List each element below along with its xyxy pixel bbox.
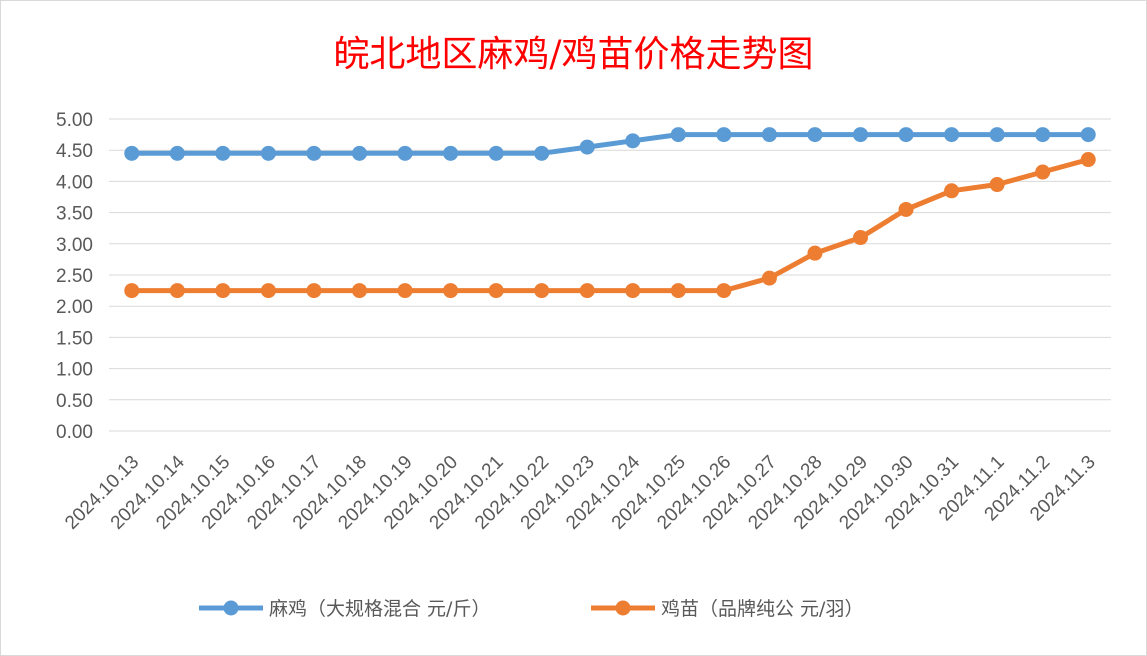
y-tick-label: 2.50 [56,266,93,287]
legend: 麻鸡（大规格混合 元/斤） 鸡苗（品牌纯公 元/羽） [199,598,863,620]
legend-item: 鸡苗（品牌纯公 元/羽） [591,598,863,620]
legend-marker [615,600,631,616]
data-point [761,270,777,286]
series-layer [124,127,1096,299]
data-point [625,133,641,149]
data-point [898,127,914,143]
legend-label: 鸡苗（品牌纯公 元/羽） [661,598,863,620]
series-2 [124,152,1096,299]
data-point [488,145,504,161]
data-point [807,127,823,143]
data-point [716,283,732,299]
data-point [352,283,367,299]
data-point [124,283,140,299]
data-point [215,145,231,161]
y-tick-label: 2.00 [56,297,93,318]
data-point [169,283,185,299]
y-tick-label: 1.50 [56,328,93,349]
data-point [534,145,550,161]
y-tick-label: 4.50 [56,141,93,162]
data-point [625,283,641,299]
data-point [124,145,140,161]
data-point [670,127,686,143]
legend-label: 麻鸡（大规格混合 元/斤） [269,598,490,620]
data-point [443,145,459,161]
data-point [853,230,868,246]
series-line [131,132,1089,156]
data-point [853,127,868,143]
y-tick-label: 4.00 [56,172,93,193]
y-tick-label: 0.00 [56,422,93,443]
data-point [488,283,504,299]
data-point [397,283,413,299]
data-point [944,183,960,199]
legend-item: 麻鸡（大规格混合 元/斤） [199,598,490,620]
y-axis-ticks: 0.00 0.50 1.00 1.50 2.00 2.50 3.00 3.50 4.00 4.50… [56,110,93,443]
legend-marker [223,600,239,616]
data-point [1080,127,1096,143]
data-point [215,283,231,299]
data-point [306,283,322,299]
data-point [807,245,823,261]
y-tick-label: 3.00 [56,235,93,256]
data-point [898,201,914,217]
data-point [397,145,413,161]
data-point [352,145,367,161]
y-tick-label: 5.00 [56,110,93,131]
y-tick-label: 0.50 [56,391,93,412]
y-tick-label: 1.00 [56,360,93,381]
data-point [670,283,686,299]
data-point [260,283,276,299]
y-tick-label: 3.50 [56,204,93,225]
data-point [716,127,732,143]
data-point [169,145,185,161]
data-point [761,127,777,143]
x-axis-ticks: 2024.10.132024.10.142024.10.152024.10.16… [61,451,1100,533]
data-point [1080,152,1096,168]
data-point [1035,127,1051,143]
data-point [306,145,322,161]
gridlines [109,118,1111,432]
data-point [989,177,1005,193]
data-point [443,283,459,299]
data-point [260,145,276,161]
data-point [579,139,595,155]
series-line [131,157,1089,294]
data-point [534,283,550,299]
data-point [1035,164,1051,180]
data-point [989,127,1005,143]
data-point [944,127,960,143]
data-point [579,283,595,299]
chart-title: 皖北地区麻鸡/鸡苗价格走势图 [333,34,814,75]
series-1 [124,127,1096,161]
